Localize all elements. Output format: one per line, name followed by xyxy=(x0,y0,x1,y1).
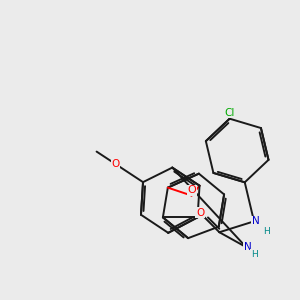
Text: H: H xyxy=(263,227,270,236)
Text: O: O xyxy=(187,185,196,195)
Text: O: O xyxy=(196,208,204,218)
Text: H: H xyxy=(251,250,257,259)
Text: O: O xyxy=(112,159,120,169)
Text: N: N xyxy=(244,242,251,252)
Text: Cl: Cl xyxy=(224,108,235,118)
Text: N: N xyxy=(252,216,260,226)
